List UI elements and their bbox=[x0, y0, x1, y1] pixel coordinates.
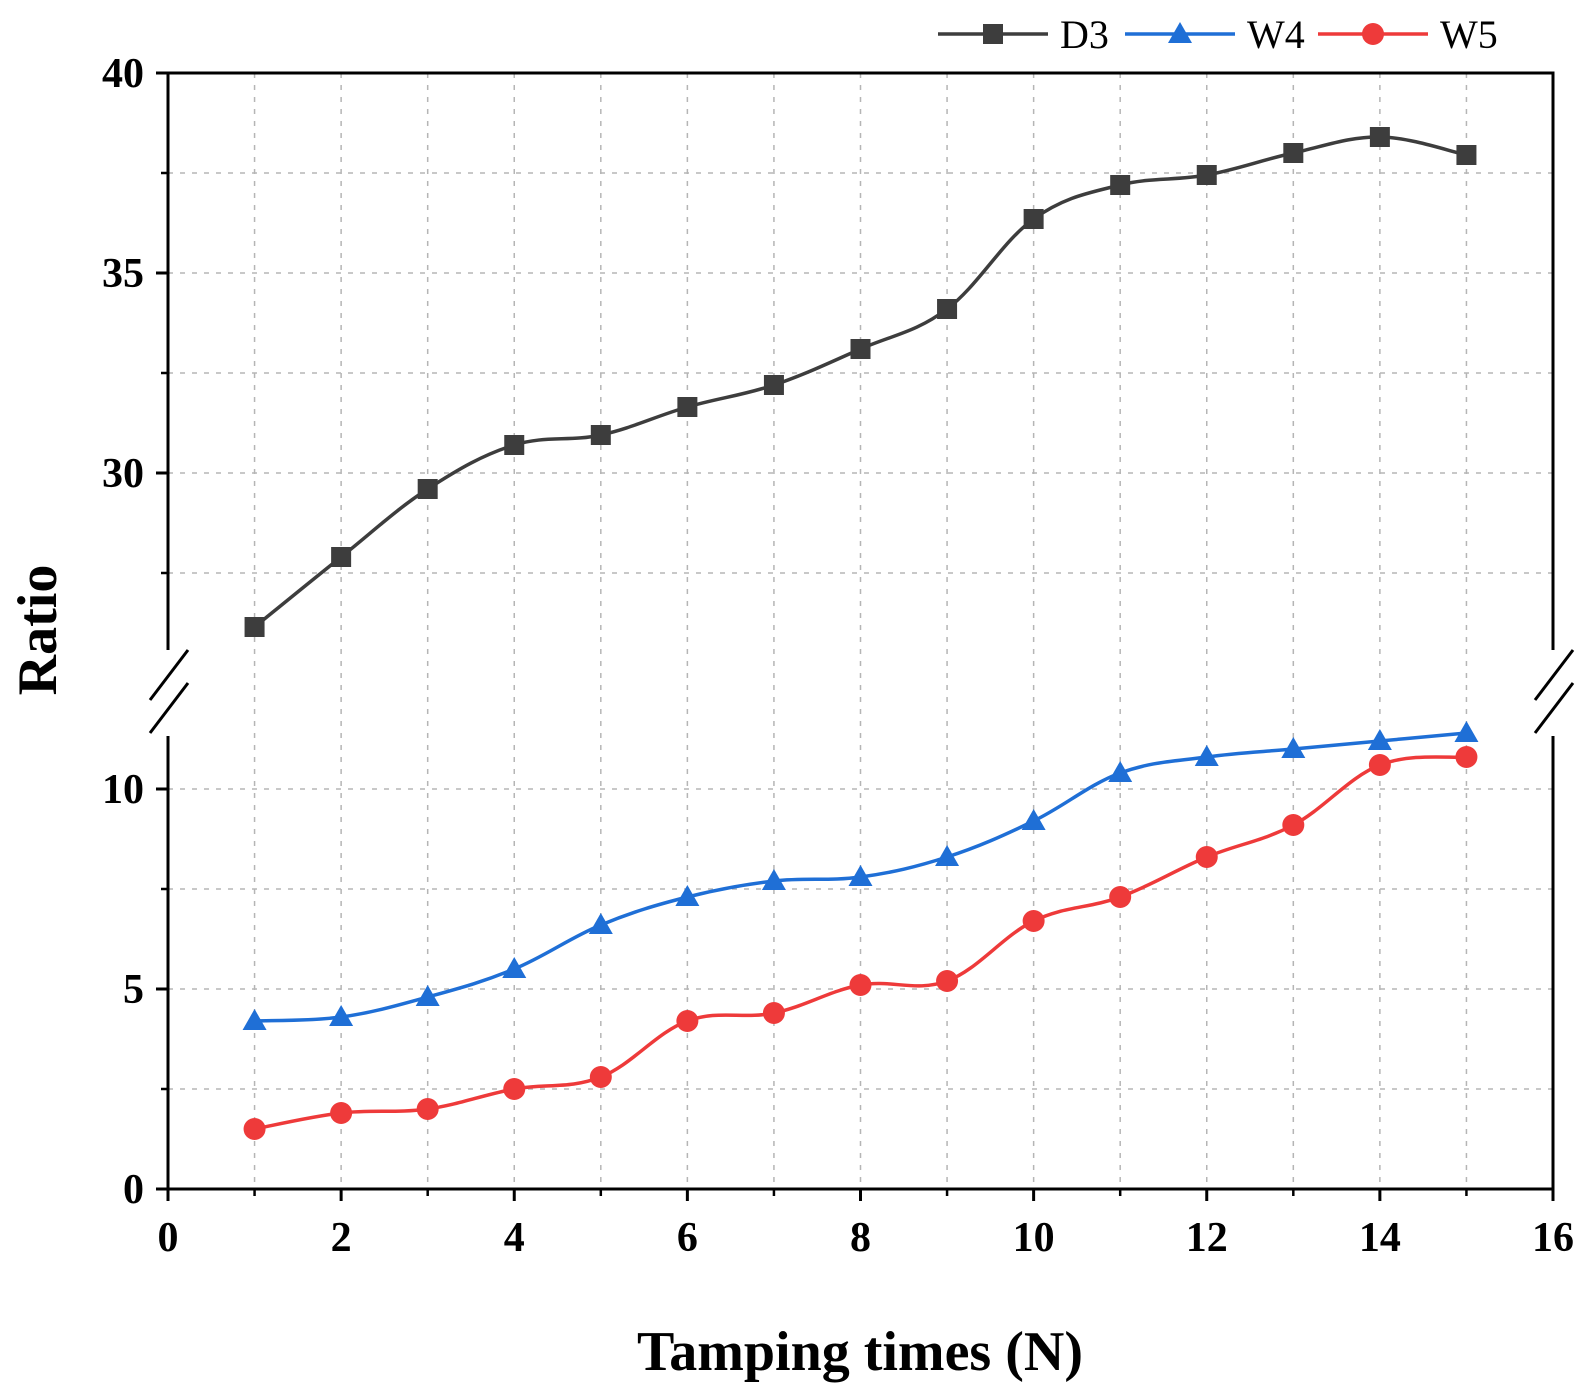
y-tick-labels: 0 5 10 30 35 40 bbox=[102, 51, 144, 1213]
series-w4 bbox=[242, 721, 1479, 1030]
data-point-w5 bbox=[416, 1098, 439, 1120]
data-point-w5 bbox=[1195, 846, 1218, 868]
data-point-w5 bbox=[1368, 754, 1391, 776]
y-tick-label: 0 bbox=[123, 1167, 144, 1213]
data-point-w5 bbox=[849, 974, 872, 996]
x-tick-label: 0 bbox=[158, 1215, 179, 1261]
y-tick-label: 5 bbox=[123, 967, 144, 1013]
legend-label: W5 bbox=[1440, 12, 1498, 57]
data-point-w5 bbox=[503, 1078, 526, 1100]
legend-label: W4 bbox=[1247, 12, 1305, 57]
legend-item-w5: W5 bbox=[1318, 12, 1498, 57]
data-point-w5 bbox=[243, 1118, 266, 1140]
data-point-d3 bbox=[1283, 143, 1304, 163]
data-point-d3 bbox=[677, 397, 698, 417]
x-tick-label: 14 bbox=[1359, 1215, 1401, 1261]
legend-marker bbox=[1168, 22, 1192, 43]
axis-ticks bbox=[156, 71, 1555, 1201]
data-point-d3 bbox=[1456, 145, 1477, 165]
x-tick-label: 8 bbox=[850, 1215, 871, 1261]
data-point-w4 bbox=[415, 985, 440, 1006]
data-point-w5 bbox=[330, 1102, 353, 1124]
y-tick-label: 30 bbox=[102, 451, 144, 497]
x-tick-labels: 0 2 4 6 8 10 12 14 16 bbox=[158, 1215, 1575, 1261]
x-tick-label: 6 bbox=[677, 1215, 698, 1261]
grid-lines bbox=[168, 73, 1553, 1189]
legend: D3 W4 W5 bbox=[938, 12, 1498, 57]
data-point-d3 bbox=[504, 435, 525, 455]
y-tick-label: 35 bbox=[102, 251, 144, 297]
x-axis-title: Tamping times (N) bbox=[637, 1321, 1083, 1383]
data-point-w4 bbox=[502, 957, 527, 978]
data-point-d3 bbox=[1023, 209, 1044, 229]
data-point-w5 bbox=[936, 970, 959, 992]
data-point-w4 bbox=[1108, 761, 1133, 782]
data-point-d3 bbox=[763, 375, 784, 395]
data-point-d3 bbox=[1110, 175, 1131, 195]
data-point-d3 bbox=[590, 425, 611, 445]
data-point-w5 bbox=[1282, 814, 1305, 836]
data-point-d3 bbox=[331, 547, 352, 567]
axis-break-left bbox=[140, 649, 196, 736]
series-w5 bbox=[243, 746, 1478, 1140]
data-point-d3 bbox=[850, 339, 871, 359]
data-point-w5 bbox=[676, 1010, 699, 1032]
y-tick-label: 40 bbox=[102, 51, 144, 97]
data-point-w4 bbox=[761, 869, 786, 890]
x-tick-label: 12 bbox=[1186, 1215, 1228, 1261]
data-point-w4 bbox=[675, 885, 700, 906]
data-point-w4 bbox=[1454, 721, 1479, 742]
data-point-w4 bbox=[935, 845, 960, 866]
data-point-w4 bbox=[848, 865, 873, 886]
data-point-w5 bbox=[1455, 746, 1478, 768]
data-point-w4 bbox=[1021, 809, 1046, 830]
x-tick-label: 4 bbox=[504, 1215, 525, 1261]
legend-marker bbox=[1362, 23, 1384, 45]
series-d3 bbox=[244, 127, 1477, 637]
legend-label: D3 bbox=[1060, 12, 1109, 57]
axis-break-right bbox=[1525, 649, 1581, 736]
data-point-w5 bbox=[1109, 886, 1132, 908]
legend-item-w4: W4 bbox=[1125, 12, 1305, 57]
data-point-w4 bbox=[329, 1005, 354, 1026]
data-point-d3 bbox=[244, 617, 265, 637]
legend-marker bbox=[983, 24, 1003, 44]
data-point-d3 bbox=[1196, 165, 1217, 185]
series-layer bbox=[242, 127, 1479, 1140]
x-tick-label: 2 bbox=[331, 1215, 352, 1261]
data-point-w4 bbox=[588, 913, 613, 934]
y-axis-title: Ratio bbox=[7, 565, 69, 696]
y-tick-label: 10 bbox=[102, 767, 144, 813]
data-point-w4 bbox=[242, 1009, 267, 1030]
data-point-d3 bbox=[937, 299, 958, 319]
data-point-w4 bbox=[1367, 729, 1392, 750]
legend-item-d3: D3 bbox=[938, 12, 1109, 57]
data-point-w4 bbox=[1194, 745, 1219, 766]
data-point-w5 bbox=[589, 1066, 612, 1088]
data-point-d3 bbox=[417, 479, 438, 499]
x-tick-label: 10 bbox=[1013, 1215, 1055, 1261]
data-point-w4 bbox=[1281, 737, 1306, 758]
data-point-w5 bbox=[1022, 910, 1045, 932]
data-point-d3 bbox=[1369, 127, 1390, 147]
data-point-w5 bbox=[762, 1002, 785, 1024]
x-tick-label: 16 bbox=[1532, 1215, 1574, 1261]
